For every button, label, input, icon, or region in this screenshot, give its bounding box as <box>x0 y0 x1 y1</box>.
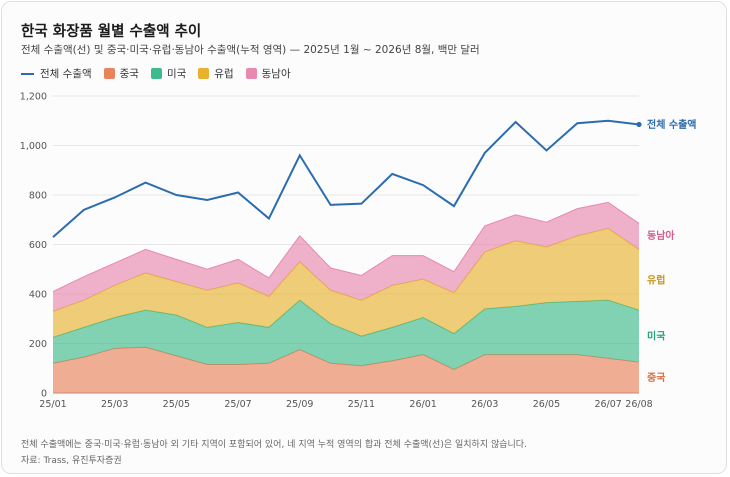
area-중국 <box>53 347 639 393</box>
legend-swatch-total <box>21 72 34 75</box>
y-tick-label: 800 <box>29 191 47 202</box>
y-tick-label: 200 <box>29 339 47 350</box>
y-tick-label: 1,000 <box>20 141 47 152</box>
y-tick-label: 0 <box>41 389 47 400</box>
legend-label-usa: 미국 <box>166 68 187 80</box>
legend-label-china: 중국 <box>119 68 139 80</box>
end-label: 동남아 <box>647 229 675 242</box>
y-tick-label: 400 <box>29 290 47 301</box>
x-tick-label: 25/07 <box>224 399 251 410</box>
x-tick-label: 25/01 <box>39 399 66 410</box>
legend-label-europe: 유럽 <box>214 68 234 80</box>
x-tick-label: 25/11 <box>348 399 375 410</box>
chart-note: 전체 수출액에는 중국·미국·유럽·동남아 외 기타 지역이 포함되어 있어, … <box>21 440 527 450</box>
total-point <box>636 121 642 128</box>
legend-item-sea: 동남아 <box>245 66 291 81</box>
chart-subtitle: 전체 수출액(선) 및 중국·미국·유럽·동남아 수출액(누적 영역) — 20… <box>21 44 480 56</box>
end-label: 미국 <box>647 330 665 343</box>
end-label: 유럽 <box>647 273 665 286</box>
y-tick-label: 1,200 <box>20 92 47 103</box>
area-동남아 <box>53 202 639 312</box>
x-tick-label: 25/05 <box>163 399 190 410</box>
x-tick-label: 25/09 <box>286 399 313 410</box>
legend-item-usa: 미국 <box>150 66 187 81</box>
x-tick-label: 26/05 <box>533 399 560 410</box>
total-export-line <box>52 119 640 238</box>
area-유럽 <box>53 228 639 338</box>
end-label: 중국 <box>647 372 665 384</box>
x-tick-label: 26/03 <box>471 399 498 410</box>
legend-swatch-usa <box>150 68 162 79</box>
y-tick-label: 600 <box>29 240 47 251</box>
x-tick-label: 25/03 <box>101 399 128 410</box>
chart-title: 한국 화장품 월별 수출액 추이 <box>21 24 202 40</box>
legend: 전체 수출액 중국 미국 유럽 동남아 <box>21 66 303 81</box>
x-tick-label: 26/07 <box>594 399 621 410</box>
legend-label-total: 전체 수출액 <box>40 68 92 80</box>
legend-item-total: 전체 수출액 <box>21 66 92 81</box>
chart-source: 자료: Trass, 유진투자증권 <box>21 456 122 466</box>
legend-item-china: 중국 <box>103 66 139 81</box>
legend-swatch-europe <box>198 68 210 79</box>
area-미국 <box>53 300 639 370</box>
x-tick-label: 26/01 <box>409 399 436 410</box>
legend-swatch-sea <box>245 68 257 79</box>
legend-swatch-china <box>103 68 115 79</box>
end-label: 전체 수출액 <box>647 118 696 131</box>
area-edge-동남아 <box>52 201 640 292</box>
legend-item-europe: 유럽 <box>198 66 234 81</box>
legend-label-sea: 동남아 <box>261 68 291 80</box>
x-tick-label: 26/08 <box>625 399 652 410</box>
